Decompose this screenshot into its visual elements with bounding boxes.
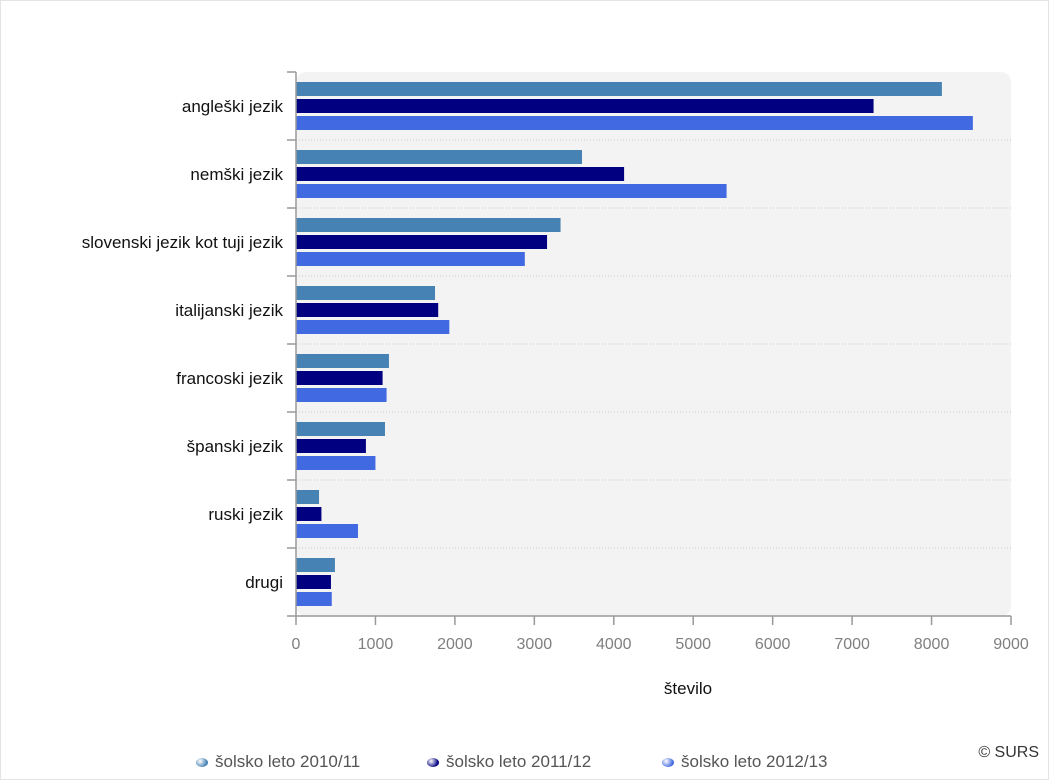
legend-item-2010-11[interactable]: šolsko leto 2010/11 [196, 752, 360, 772]
bar[interactable] [296, 303, 439, 317]
category-label: angleški jezik [182, 97, 284, 116]
x-axis-title: število [664, 679, 712, 698]
legend-item-2011-12[interactable]: šolsko leto 2011/12 [427, 752, 591, 772]
bar[interactable] [296, 150, 582, 164]
bar[interactable] [296, 371, 383, 385]
legend-swatch-2011-12 [427, 757, 439, 767]
bar[interactable] [296, 184, 727, 198]
bar[interactable] [296, 354, 389, 368]
bar[interactable] [296, 524, 358, 538]
x-tick-label: 8000 [914, 636, 950, 653]
x-tick-label: 2000 [437, 636, 473, 653]
bar[interactable] [296, 507, 322, 521]
bar[interactable] [296, 575, 331, 589]
bar[interactable] [296, 116, 973, 130]
legend: šolsko leto 2010/11 šolsko leto 2011/12 … [0, 744, 1049, 774]
category-label: drugi [245, 573, 283, 592]
category-label: španski jezik [187, 437, 284, 456]
bar-chart: angleški jezik nemški jezik slovenski jezi… [82, 71, 1029, 698]
bar[interactable] [296, 82, 942, 96]
x-tick-label: 7000 [834, 636, 870, 653]
category-label: slovenski jezik kot tuji jezik [82, 233, 284, 252]
category-label: nemški jezik [190, 165, 283, 184]
x-tick-label: 9000 [993, 636, 1029, 653]
bar[interactable] [296, 320, 450, 334]
gridlines [296, 139, 1011, 549]
bar[interactable] [296, 490, 320, 504]
bars [296, 82, 973, 606]
x-tick-label: 0 [292, 636, 301, 653]
legend-label-2010-11: šolsko leto 2010/11 [215, 752, 361, 771]
bar[interactable] [296, 286, 436, 300]
x-tick-label: 5000 [675, 636, 711, 653]
category-label: francoski jezik [176, 369, 283, 388]
copyright-notice: © SURS [978, 744, 1039, 761]
bar[interactable] [296, 422, 385, 436]
bar[interactable] [296, 439, 366, 453]
bar[interactable] [296, 167, 625, 181]
legend-swatch-2010-11 [196, 757, 208, 767]
legend-label-2012-13: šolsko leto 2012/13 [681, 752, 828, 771]
category-label: ruski jezik [208, 505, 283, 524]
bar[interactable] [296, 456, 376, 470]
bar[interactable] [296, 252, 525, 266]
legend-swatch-2012-13 [662, 757, 674, 767]
x-tick-label: 1000 [358, 636, 394, 653]
x-tick-label: 6000 [755, 636, 791, 653]
x-tick-label: 4000 [596, 636, 632, 653]
bar[interactable] [296, 99, 874, 113]
bar[interactable] [296, 235, 548, 249]
bar[interactable] [296, 592, 332, 606]
bar[interactable] [296, 558, 335, 572]
bar[interactable] [296, 218, 561, 232]
legend-label-2011-12: šolsko leto 2011/12 [446, 752, 592, 771]
x-axis: 0 1000 2000 3000 4000 5000 6000 7000 8000 9000 [292, 615, 1029, 653]
legend-item-2012-13[interactable]: šolsko leto 2012/13 [662, 752, 828, 772]
y-axis: angleški jezik nemški jezik slovenski jezi… [82, 71, 297, 617]
bar[interactable] [296, 388, 387, 402]
x-tick-label: 3000 [517, 636, 553, 653]
category-label: italijanski jezik [175, 301, 283, 320]
